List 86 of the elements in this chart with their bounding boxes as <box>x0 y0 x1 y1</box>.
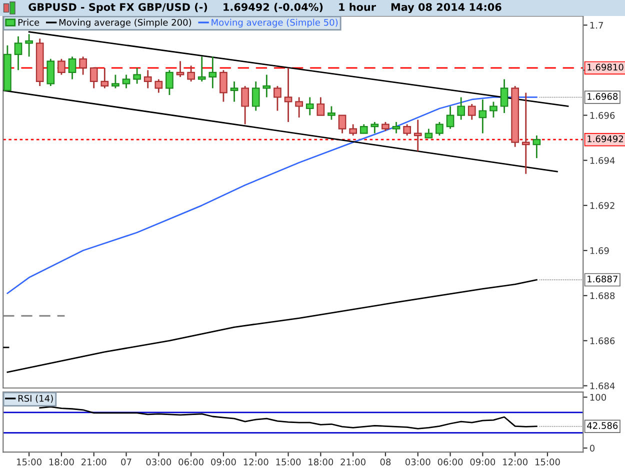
x-tick-label: 09:00 <box>211 458 236 466</box>
candlestick <box>198 56 206 82</box>
candlestick <box>414 119 422 152</box>
y-tick-label: 0 <box>590 444 595 452</box>
y-tick-label: 1.694 <box>590 157 615 164</box>
line-series <box>6 96 538 294</box>
y-tick-label: 1.692 <box>590 202 614 209</box>
y-tick-label: 1.69 <box>590 247 609 254</box>
candlestick <box>14 36 22 71</box>
x-tick-label: 12:00 <box>244 458 268 466</box>
candlestick <box>490 101 498 118</box>
candlestick <box>262 74 271 98</box>
y-tick-label: 1.686 <box>590 337 615 344</box>
candlestick <box>90 67 98 89</box>
y-tick-label: 1.7 <box>590 22 603 29</box>
x-tick-label: 15:00 <box>17 458 42 466</box>
legend-label: Moving average (Simple 50) <box>212 18 338 28</box>
candlestick <box>100 67 109 89</box>
candlestick <box>382 121 390 132</box>
candlestick <box>295 96 303 118</box>
line-series <box>6 279 538 373</box>
x-tick-label: 18:00 <box>308 458 334 466</box>
line-series <box>39 406 538 430</box>
candlestick <box>166 69 174 96</box>
candlestick <box>208 56 217 89</box>
candlestick <box>230 80 238 102</box>
candlestick <box>220 69 228 102</box>
candlestick <box>133 67 141 84</box>
x-tick-label: 15:00 <box>535 458 560 466</box>
candlestick <box>79 56 87 76</box>
candlestick <box>25 33 33 58</box>
legend-label: RSI (14) <box>18 394 53 403</box>
x-tick-label: 12:00 <box>503 458 528 466</box>
candlestick <box>360 124 368 134</box>
candlestick <box>436 121 444 136</box>
ref-line-label: 1.69492 <box>588 135 624 142</box>
x-tick-label: 07 <box>121 458 132 466</box>
candlestick <box>241 85 249 125</box>
candlestick <box>392 121 400 134</box>
x-tick-label: 21:00 <box>340 458 366 466</box>
annotation: 1.6968 <box>588 93 618 100</box>
candlestick <box>532 134 541 159</box>
candlestick <box>370 121 379 134</box>
x-tick-label: 09:00 <box>470 458 496 466</box>
ref-line-label: 1.69810 <box>588 64 624 71</box>
x-tick-label: 03:00 <box>146 458 172 466</box>
candlestick <box>274 85 282 112</box>
candlestick <box>349 124 357 136</box>
x-tick-label: 03:00 <box>405 458 430 466</box>
candlestick <box>252 80 260 112</box>
candlestick <box>112 74 120 89</box>
candlestick <box>46 58 55 87</box>
candlestick <box>284 67 292 123</box>
candlestick <box>306 96 314 116</box>
candlestick <box>522 92 530 175</box>
x-tick-label: 18:00 <box>49 458 74 466</box>
candlestick <box>403 124 411 136</box>
candlestick <box>500 78 508 114</box>
y-tick-label: 1.696 <box>590 112 615 119</box>
candlestick <box>457 96 465 120</box>
legend-label: Moving average (Simple 200) <box>59 18 192 28</box>
annotation: 42.586 <box>587 422 618 429</box>
candlestick <box>478 98 487 134</box>
legend-label: Price <box>18 18 40 26</box>
candlestick <box>468 103 476 120</box>
x-tick-label: 21:00 <box>82 458 106 466</box>
candlestick <box>328 106 336 120</box>
candlestick <box>154 78 163 94</box>
candlestick <box>446 106 454 130</box>
candlestick <box>122 74 130 89</box>
y-tick-label: 1.684 <box>590 382 615 390</box>
candlestick <box>338 114 346 134</box>
x-tick-label: 15:00 <box>276 458 301 466</box>
chart-title: GBPUSD - Spot FX GBP/USD (-) 1.69492 (-0.04%) 1 hour May 08 2014 14:06 <box>28 2 502 14</box>
candlestick <box>316 96 325 116</box>
x-tick-label: 06:00 <box>438 458 463 466</box>
candlestick <box>187 64 195 82</box>
candlestick <box>68 56 76 80</box>
candlestick <box>58 58 66 76</box>
candlestick <box>424 128 433 138</box>
candlestick <box>144 69 152 89</box>
y-tick-label: 1.688 <box>590 292 615 300</box>
annotation: 1.6887 <box>588 276 618 282</box>
y-tick-label: 100 <box>590 394 606 401</box>
x-tick-label: 08 <box>380 458 391 466</box>
x-tick-label: 06:00 <box>178 458 204 466</box>
